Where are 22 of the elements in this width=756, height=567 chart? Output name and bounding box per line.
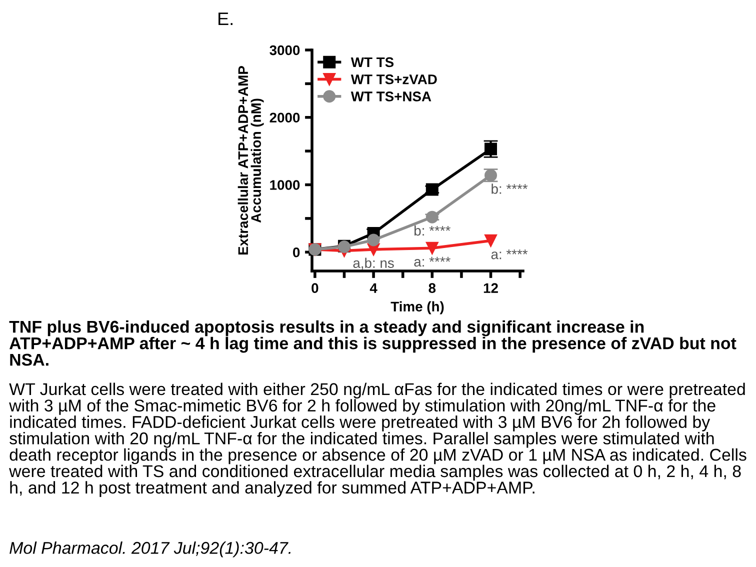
y-tick-label: 2000 (270, 112, 300, 123)
legend-label: WT TS+NSA (350, 92, 432, 102)
text: WT Jurkat cells were treated with either 250 ng/mL αFas for the indicated times or were pretreated with 3 µM of the Smac-mimetic BV6 for 2 h followed by stimulation with 20ng/mL TNF-α for the indicated times. FADD-deficient Jurkat cells were pretreated with 3 µM BV6 for 2h followed by stimulation with 20 ng/mL TNF-α for the indicated times. Parallel samples were stimulated with death receptor ligands in the presence or absence of 20 µM zVAD or 1 µM NSA as indicated. Cells were treated with TS and conditioned extracellular media samples was collected at 0 h, 2 h, 4 h, 8 h, and 12 h post treatment and analyzed for summed ATP+ADP+AMP. (9, 382, 746, 497)
x-tick-label: 12 (484, 283, 498, 293)
annotation: a: **** (491, 250, 528, 260)
annotation: a,b: ns (353, 258, 394, 270)
chart-title: E. (218, 12, 232, 25)
annotation: b: **** (414, 225, 450, 236)
x-tick-label: 4 (370, 283, 378, 293)
text: Mol Pharmacol. 2017 Jul;92(1):30-47. (10, 541, 290, 558)
annotation: a: **** (414, 256, 450, 267)
legend-label: WT TS (350, 57, 394, 68)
legend-label: WT TS+zVAD (350, 74, 437, 84)
x-tick-label: 0 (312, 283, 318, 294)
y-tick-label: 3000 (270, 45, 300, 56)
x-tick-label: 8 (428, 283, 436, 294)
y-tick-label: 1000 (270, 180, 300, 190)
text: TNF plus BV6-induced apoptosis results in a steady and significant increase in ATP+ADP+AMP after ~ 4 h lag time and this is suppressed in the presence of zVAD but not NSA. (9, 320, 736, 366)
x-axis-title: Time (h) (390, 301, 444, 314)
y-tick-label: 0 (293, 247, 300, 258)
y-axis-title: Extracellular ATP+ADP+AMP Accumulation (nM) (238, 66, 264, 255)
annotation: b: **** (492, 184, 528, 194)
